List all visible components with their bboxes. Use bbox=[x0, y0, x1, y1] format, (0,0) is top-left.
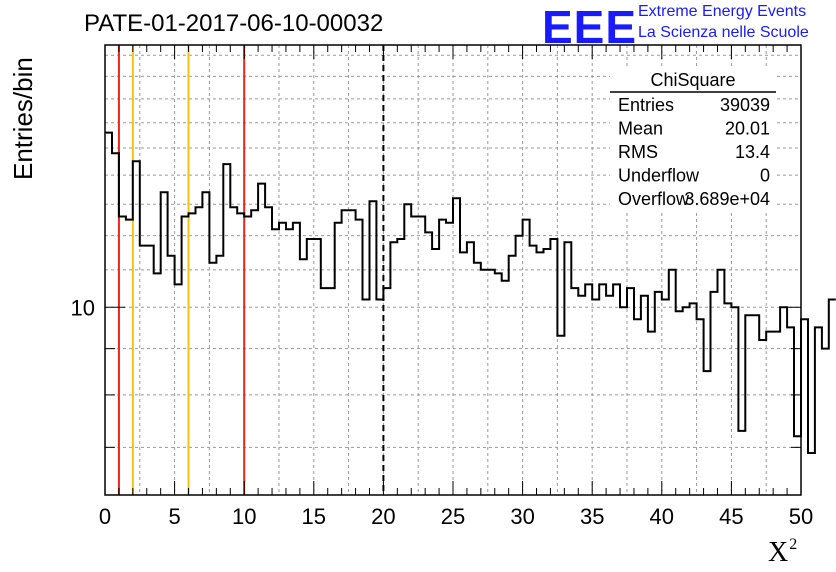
x-axis-label: X2 bbox=[768, 536, 798, 568]
stats-value: 13.4 bbox=[735, 142, 770, 162]
stats-value: 39039 bbox=[720, 95, 770, 115]
x-tick-label: 0 bbox=[99, 504, 111, 529]
chart-title: PATE-01-2017-06-10-00032 bbox=[84, 10, 384, 37]
x-tick-label: 15 bbox=[302, 504, 326, 529]
stats-box-bg bbox=[610, 67, 776, 211]
logo-line-2: La Scienza nelle Scuole bbox=[638, 24, 809, 41]
logo-line-1: Extreme Energy Events bbox=[638, 3, 807, 20]
stats-label: Mean bbox=[618, 119, 663, 139]
x-tick-label: 30 bbox=[510, 504, 534, 529]
y-axis: 10 bbox=[71, 295, 801, 448]
x-axis: 0 5 10 15 20 25 30 35 40 45 50 bbox=[99, 45, 813, 529]
stats-label: Overflow bbox=[618, 189, 690, 209]
x-tick-label: 45 bbox=[719, 504, 743, 529]
stats-label: RMS bbox=[618, 142, 658, 162]
y-tick-label: 10 bbox=[71, 295, 95, 320]
x-tick-label: 5 bbox=[168, 504, 180, 529]
histogram-outline bbox=[105, 131, 836, 454]
x-tick-label: 20 bbox=[371, 504, 395, 529]
stats-label: Underflow bbox=[618, 166, 700, 186]
stats-title: ChiSquare bbox=[650, 70, 735, 90]
histogram-series bbox=[105, 131, 836, 454]
stats-value: 20.01 bbox=[725, 119, 770, 139]
stats-value: 0 bbox=[760, 166, 770, 186]
x-tick-label: 50 bbox=[789, 504, 813, 529]
x-tick-label: 10 bbox=[232, 504, 256, 529]
stats-label: Entries bbox=[618, 95, 674, 115]
x-tick-label: 35 bbox=[580, 504, 604, 529]
stats-value: 3.689e+04 bbox=[684, 189, 770, 209]
x-tick-label: 25 bbox=[441, 504, 465, 529]
x-tick-label: 40 bbox=[650, 504, 674, 529]
stats-box: ChiSquare Entries 39039 Mean 20.01 RMS 13.4 Und… bbox=[610, 67, 776, 211]
